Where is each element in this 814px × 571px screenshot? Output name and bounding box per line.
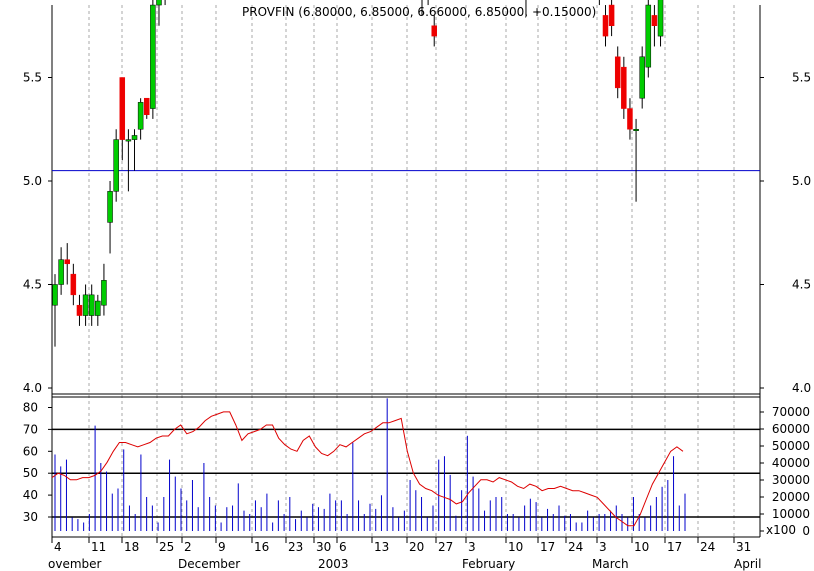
date-tick-label: 10 bbox=[508, 540, 523, 554]
candle-up bbox=[639, 56, 645, 99]
reference-lines bbox=[52, 170, 760, 518]
candle-down bbox=[143, 97, 150, 116]
date-tick-label: 17 bbox=[540, 540, 555, 554]
rsi-series-line bbox=[51, 411, 684, 527]
date-tick-label: 27 bbox=[438, 540, 453, 554]
volume-tick-label: 0 bbox=[802, 524, 810, 538]
candle-down bbox=[627, 108, 633, 130]
candle-down bbox=[76, 304, 83, 316]
volume-tick-label: 70000 bbox=[772, 405, 810, 419]
volume-unit-label: x100 bbox=[766, 523, 796, 537]
price-tick-label-left: 5.5 bbox=[23, 71, 42, 85]
candle-up bbox=[107, 191, 113, 223]
volume-tick-label: 20000 bbox=[772, 490, 810, 504]
vertical-grid bbox=[51, 5, 735, 537]
candle-down bbox=[614, 56, 621, 89]
date-tick-label: 23 bbox=[288, 540, 303, 554]
date-tick-label: 13 bbox=[374, 540, 389, 554]
volume-tick-label: 40000 bbox=[772, 456, 810, 470]
date-tick-label: 4 bbox=[54, 540, 62, 554]
candle-up bbox=[633, 129, 639, 131]
date-tick-label: 16 bbox=[254, 540, 269, 554]
date-tick-label: 18 bbox=[124, 540, 139, 554]
candle-down bbox=[608, 4, 615, 27]
date-tick-label: 11 bbox=[91, 540, 106, 554]
date-tick-label: 24 bbox=[700, 540, 715, 554]
candlesticks bbox=[52, 0, 664, 347]
rsi-tick-label: 40 bbox=[23, 488, 38, 502]
rsi-tick-label: 70 bbox=[23, 422, 38, 436]
price-tick-label-right: 5.5 bbox=[792, 71, 811, 85]
candle-up bbox=[645, 4, 652, 68]
price-tick-label-left: 4.0 bbox=[23, 381, 42, 395]
candle-up bbox=[131, 135, 138, 140]
date-tick-label: 24 bbox=[568, 540, 583, 554]
date-tick-label: 10 bbox=[634, 540, 649, 554]
rsi-tick-label: 30 bbox=[23, 510, 38, 524]
rsi-line bbox=[51, 411, 684, 527]
volume-tick-label: 50000 bbox=[772, 439, 810, 453]
date-tick-label: 3 bbox=[468, 540, 476, 554]
candle-up bbox=[88, 294, 95, 316]
candle-up bbox=[137, 102, 144, 130]
rsi-tick-label: 60 bbox=[23, 444, 38, 458]
candle-up bbox=[150, 4, 156, 109]
volume-tick-label: 10000 bbox=[772, 507, 810, 521]
candle-up bbox=[95, 300, 101, 316]
date-tick-label: 20 bbox=[409, 540, 424, 554]
volume-tick-label: 30000 bbox=[772, 473, 810, 487]
month-label: December bbox=[178, 557, 240, 571]
candle-up bbox=[82, 294, 89, 316]
month-label: February bbox=[462, 557, 515, 571]
candle-down bbox=[621, 66, 627, 109]
date-tick-label: 6 bbox=[339, 540, 347, 554]
rsi-tick-label: 50 bbox=[23, 466, 38, 480]
date-tick-label: 3 bbox=[599, 540, 607, 554]
chart-title: PROVFIN (6.80000, 6.85000, 6.66000, 6.85… bbox=[242, 5, 596, 19]
candle-down bbox=[431, 25, 437, 37]
date-tick-label: 2 bbox=[184, 540, 192, 554]
price-tick-label-left: 4.5 bbox=[23, 278, 42, 292]
panel-frames bbox=[51, 5, 761, 538]
date-tick-label: 9 bbox=[218, 540, 226, 554]
month-label: 2003 bbox=[318, 557, 349, 571]
month-label: March bbox=[592, 557, 629, 571]
month-label: ovember bbox=[48, 557, 102, 571]
candle-down bbox=[70, 273, 77, 296]
candle-up bbox=[156, 0, 162, 6]
candle-up bbox=[101, 280, 107, 306]
rsi-tick-label: 80 bbox=[23, 401, 38, 415]
date-tick-label: 30 bbox=[316, 540, 331, 554]
candle-down bbox=[64, 259, 70, 265]
axes: 4 11 18 25 2 9 16 23 30 6 13 20 27 3 10 17 24 3 10 17 24 31 ov… bbox=[23, 71, 811, 571]
price-tick-label-left: 5.0 bbox=[23, 174, 42, 188]
candle-down bbox=[119, 77, 126, 140]
candle-up bbox=[52, 284, 58, 306]
price-tick-label-right: 4.0 bbox=[792, 381, 811, 395]
date-tick-label: 25 bbox=[159, 540, 174, 554]
candle-down bbox=[602, 15, 609, 37]
candle-up bbox=[113, 139, 119, 192]
volume-tick-label: 60000 bbox=[772, 422, 810, 436]
date-tick-label: 17 bbox=[667, 540, 682, 554]
date-tick-label: 31 bbox=[736, 540, 751, 554]
candle-down bbox=[651, 15, 658, 26]
volume-bars bbox=[54, 398, 686, 531]
candle-up bbox=[657, 0, 664, 37]
month-label: April bbox=[734, 557, 761, 571]
price-tick-label-right: 5.0 bbox=[792, 174, 811, 188]
price-tick-label-right: 4.5 bbox=[792, 278, 811, 292]
candle-up bbox=[125, 139, 132, 142]
candle-up bbox=[58, 259, 64, 285]
